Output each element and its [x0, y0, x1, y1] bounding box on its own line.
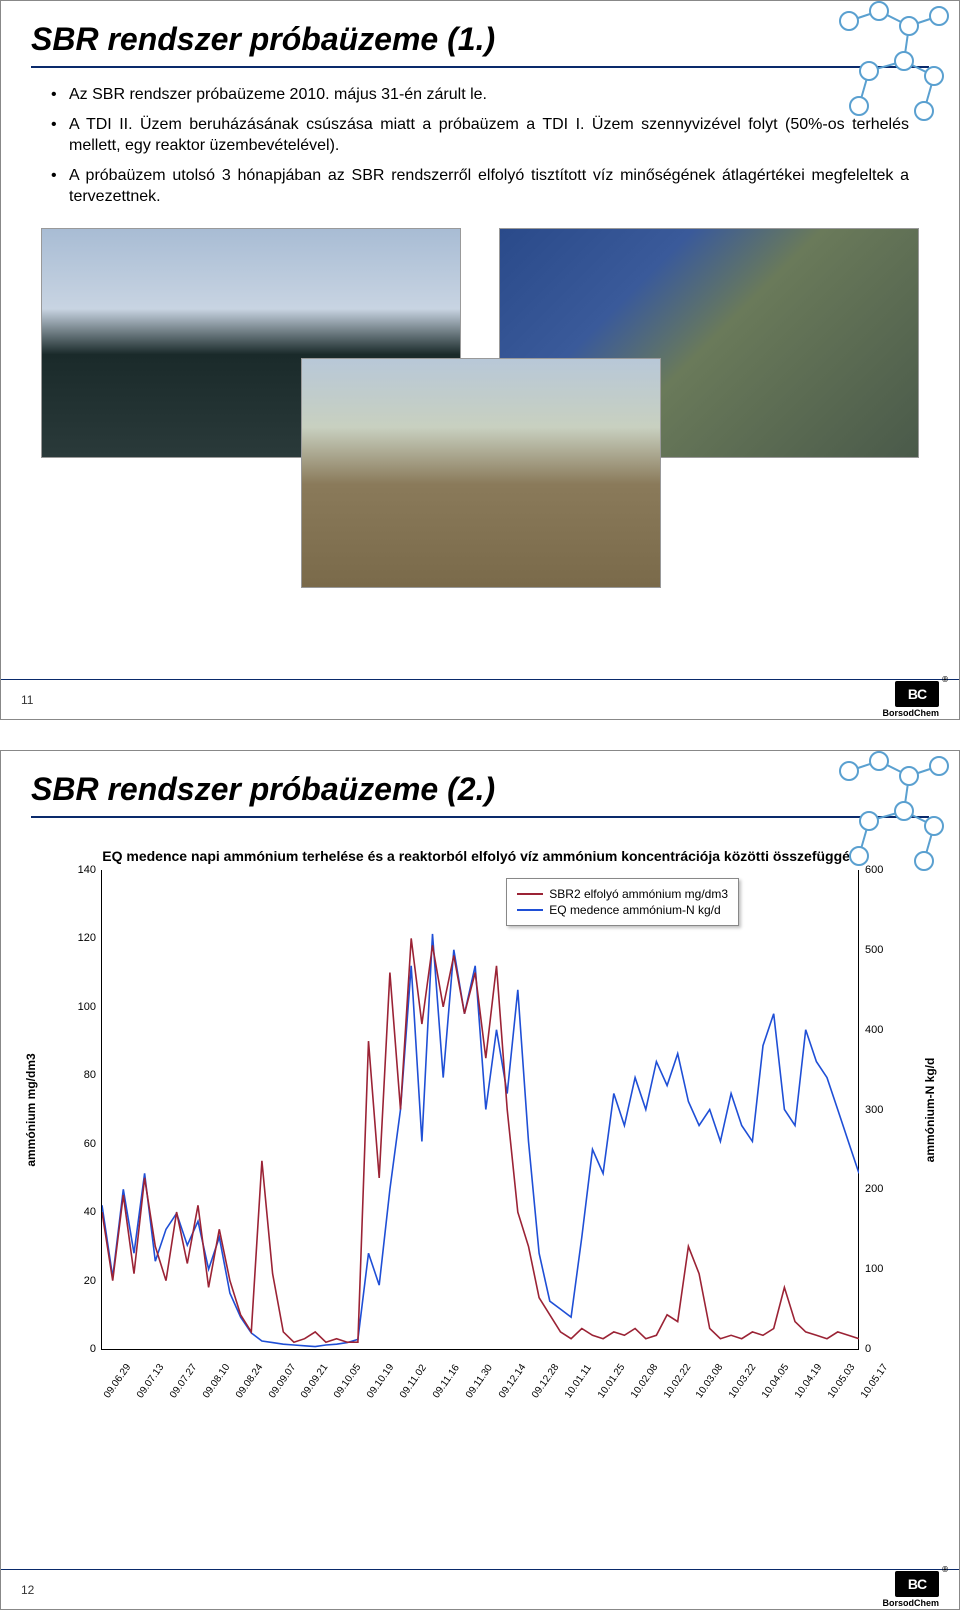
chart-area: ammónium mg/dm3 ammónium-N kg/d SBR2 elf… [101, 870, 859, 1350]
footer: 11 BC® BorsodChem [1, 679, 959, 719]
chart-title: EQ medence napi ammónium terhelése és a … [61, 848, 899, 864]
xtick: 09.09.07 [267, 1362, 298, 1400]
bc-logo: BC® BorsodChem [882, 681, 939, 718]
ytick-left: 60 [72, 1138, 96, 1150]
page-number: 11 [21, 693, 33, 707]
body-text: Az SBR rendszer próbaüzeme 2010. május 3… [1, 84, 959, 208]
xtick: 09.10.05 [332, 1362, 363, 1400]
xtick: 09.07.27 [168, 1362, 199, 1400]
ytick-right: 100 [865, 1263, 893, 1275]
xtick: 09.09.21 [299, 1362, 330, 1400]
xtick: 10.04.05 [760, 1362, 791, 1400]
slide-title: SBR rendszer próbaüzeme (1.) [31, 21, 929, 58]
bullet-item: A TDI II. Üzem beruházásának csúszása mi… [51, 114, 909, 157]
logo-text: BC [908, 1576, 926, 1592]
xtick: 10.03.22 [727, 1362, 758, 1400]
ytick-left: 40 [72, 1206, 96, 1218]
bc-logo: BC® BorsodChem [882, 1571, 939, 1608]
chart-wrap: EQ medence napi ammónium terhelése és a … [61, 848, 899, 1350]
photo-clarifier [301, 358, 661, 588]
chart-svg [102, 870, 859, 1349]
ytick-right: 600 [865, 864, 893, 876]
ytick-left: 100 [72, 1001, 96, 1013]
molecule-decoration [809, 0, 960, 131]
xtick: 09.11.16 [431, 1363, 462, 1401]
xtick: 10.02.22 [662, 1362, 693, 1400]
xtick: 09.11.02 [398, 1363, 429, 1401]
ytick-right: 300 [865, 1104, 893, 1116]
ytick-right: 400 [865, 1024, 893, 1036]
slide-2: SBR rendszer próbaüzeme (2.) EQ medence … [0, 750, 960, 1610]
footer: 12 BC® BorsodChem [1, 1569, 959, 1609]
ytick-left: 120 [72, 932, 96, 944]
xtick: 10.02.08 [629, 1362, 660, 1400]
registered-icon: ® [942, 1565, 947, 1574]
ytick-left: 80 [72, 1069, 96, 1081]
xtick: 10.01.25 [596, 1362, 627, 1400]
ytick-right: 0 [865, 1343, 893, 1355]
slide-title: SBR rendszer próbaüzeme (2.) [31, 771, 929, 808]
xtick: 09.10.19 [365, 1362, 396, 1400]
ytick-right: 500 [865, 944, 893, 956]
ytick-left: 140 [72, 864, 96, 876]
ytick-left: 20 [72, 1275, 96, 1287]
xtick: 09.08.10 [201, 1362, 232, 1400]
logo-name: BorsodChem [882, 708, 939, 718]
xtick: 09.06.29 [102, 1362, 133, 1400]
slide-1: SBR rendszer próbaüzeme (1.) Az SBR rend… [0, 0, 960, 720]
xtick: 10.05.03 [826, 1362, 857, 1400]
series-line-eq [102, 934, 859, 1347]
molecule-decoration [809, 750, 960, 881]
y-right-label: ammónium-N kg/d [923, 1057, 937, 1162]
page-number: 12 [21, 1583, 34, 1597]
logo-text: BC [908, 686, 926, 702]
title-rule [31, 816, 929, 818]
logo-name: BorsodChem [882, 1598, 939, 1608]
series-line-sbr2 [102, 938, 859, 1342]
xtick: 09.08.24 [234, 1362, 265, 1400]
bullet-item: Az SBR rendszer próbaüzeme 2010. május 3… [51, 84, 909, 106]
bullet-item: A próbaüzem utolsó 3 hónapjában az SBR r… [51, 165, 909, 208]
ytick-right: 200 [865, 1183, 893, 1195]
registered-icon: ® [942, 675, 947, 684]
xtick: 09.07.13 [135, 1362, 166, 1400]
y-left-label: ammónium mg/dm3 [24, 1053, 38, 1166]
photo-row [41, 228, 919, 588]
title-rule [31, 66, 929, 68]
ytick-left: 0 [72, 1343, 96, 1355]
xtick: 10.04.19 [793, 1362, 824, 1400]
xtick: 09.12.28 [530, 1362, 561, 1400]
xtick: 10.05.17 [859, 1362, 890, 1400]
xtick: 10.03.08 [694, 1362, 725, 1400]
xtick: 10.01.11 [563, 1363, 594, 1401]
xtick: 09.11.30 [464, 1363, 495, 1401]
xtick: 09.12.14 [497, 1362, 528, 1400]
